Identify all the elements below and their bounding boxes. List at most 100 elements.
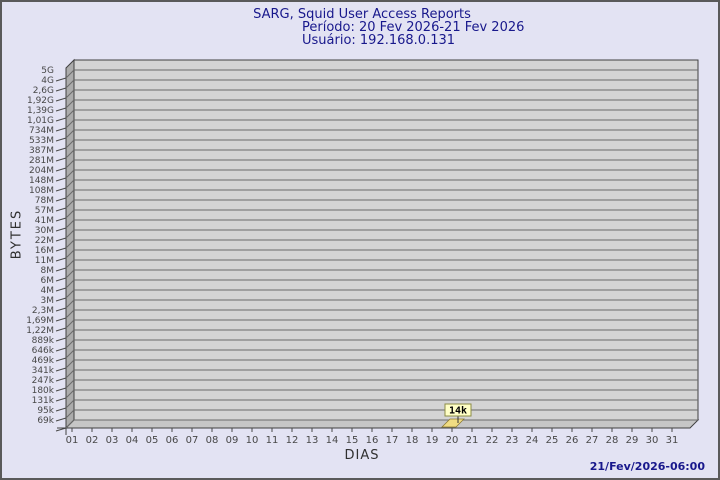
x-axis-title: DIAS — [344, 448, 380, 463]
y-axis-tick — [55, 77, 67, 82]
annotation-label: 14k — [449, 406, 467, 417]
y-axis-tick — [55, 217, 67, 222]
y-axis-tick — [55, 347, 67, 352]
y-axis-tick-label: 131k — [32, 396, 55, 406]
y-axis-tick — [55, 227, 67, 232]
x-axis-tick-label: 13 — [306, 435, 319, 446]
gridline-wall-segment — [65, 379, 75, 389]
y-axis-tick — [55, 197, 67, 202]
y-axis-tick — [55, 337, 67, 342]
y-axis-tick — [55, 317, 67, 322]
x-axis-tick-label: 10 — [246, 435, 259, 446]
y-axis-tick-label: 247k — [32, 376, 55, 386]
chart-subtitle-user: Usuário: 192.168.0.131 — [302, 33, 456, 48]
x-axis-tick-label: 20 — [446, 435, 459, 446]
x-axis-tick-label: 04 — [126, 435, 139, 446]
x-axis-tick-label: 27 — [586, 435, 599, 446]
gridline-wall-segment — [65, 349, 75, 359]
gridline-wall-segment — [65, 399, 75, 409]
gridline-wall-segment — [65, 419, 75, 429]
x-axis-tick-label: 08 — [206, 435, 219, 446]
x-axis-tick-label: 06 — [166, 435, 179, 446]
gridline-wall-segment — [65, 189, 75, 199]
y-axis-title: BYTES — [9, 208, 25, 260]
y-axis-tick — [55, 237, 67, 242]
x-axis-tick-label: 29 — [626, 435, 639, 446]
y-axis-tick — [55, 297, 67, 302]
x-axis-tick-label: 16 — [366, 435, 379, 446]
y-axis-tick-label: 78M — [35, 196, 54, 206]
gridline-wall-segment — [65, 89, 75, 99]
x-axis-tick-label: 01 — [66, 435, 79, 446]
y-axis-tick — [55, 387, 67, 392]
y-axis-tick — [55, 357, 67, 362]
gridline-wall-segment — [65, 169, 75, 179]
y-axis-tick — [55, 97, 67, 102]
chart-subtitle-period: Período: 20 Fev 2026-21 Fev 2026 — [302, 20, 525, 35]
gridline-wall-segment — [65, 239, 75, 249]
y-axis-tick — [55, 417, 67, 422]
y-axis-tick — [55, 177, 67, 182]
gridline-wall-segment — [65, 129, 75, 139]
y-axis-tick-label: 387M — [29, 146, 54, 156]
y-axis-tick-label: 30M — [35, 226, 54, 236]
gridline-wall-segment — [65, 329, 75, 339]
gridline-wall-segment — [65, 159, 75, 169]
y-axis-tick-label: 148M — [29, 176, 54, 186]
y-axis-tick-label: 8M — [41, 266, 55, 276]
y-axis-tick-label: 1,22M — [26, 326, 54, 336]
y-axis-tick-label: 180k — [32, 386, 55, 396]
gridline-wall-segment — [65, 69, 75, 79]
y-axis-tick — [55, 247, 67, 252]
y-axis-tick — [55, 207, 67, 212]
y-axis-tick — [55, 287, 67, 292]
y-axis-tick-label: 204M — [29, 166, 54, 176]
gridline-wall-segment — [65, 309, 75, 319]
y-axis-tick — [55, 397, 67, 402]
chart-title: SARG, Squid User Access Reports — [253, 7, 471, 22]
y-axis-tick-label: 646k — [32, 346, 55, 356]
gridline-wall-segment — [65, 409, 75, 419]
y-axis-tick — [55, 257, 67, 262]
y-axis-tick — [55, 147, 67, 152]
gridline-wall-segment — [65, 219, 75, 229]
y-axis-tick — [55, 377, 67, 382]
y-axis-tick-label: 41M — [35, 216, 54, 226]
y-axis-tick — [55, 167, 67, 172]
y-axis-tick-label: 1,69M — [26, 316, 54, 326]
x-axis-tick-label: 31 — [666, 435, 679, 446]
y-axis-tick-label: 2,3M — [32, 306, 54, 316]
y-axis-tick-label: 734M — [29, 126, 54, 136]
gridline-wall-segment — [65, 259, 75, 269]
annotation-box — [444, 403, 472, 417]
x-axis-tick-label: 09 — [226, 435, 239, 446]
gridline-wall-segment — [65, 199, 75, 209]
y-axis-tick-label: 4G — [41, 76, 54, 86]
x-axis-tick-label: 30 — [646, 435, 659, 446]
gridline-wall-segment — [65, 179, 75, 189]
y-axis-tick-label: 6M — [41, 276, 55, 286]
y-axis-tick-label: 533M — [29, 136, 54, 146]
y-axis-tick — [55, 117, 67, 122]
gridline-wall-segment — [65, 279, 75, 289]
gridline-wall-segment — [65, 149, 75, 159]
y-axis-tick-label: 1,92G — [27, 96, 54, 106]
y-axis-tick — [55, 407, 67, 412]
y-axis-tick — [55, 367, 67, 372]
y-axis-tick-label: 4M — [41, 286, 55, 296]
y-axis-tick-label: 1,39G — [27, 106, 54, 116]
x-axis-tick-label: 15 — [346, 435, 359, 446]
x-axis-tick-label: 05 — [146, 435, 159, 446]
y-axis-tick — [55, 127, 67, 132]
y-axis-tick-label: 95k — [37, 406, 54, 416]
y-axis-tick — [55, 137, 67, 142]
x-axis-tick-label: 24 — [526, 435, 539, 446]
y-axis-tick-label: 2,6G — [33, 86, 54, 96]
x-axis-tick-label: 03 — [106, 435, 119, 446]
gridline-wall-segment — [65, 319, 75, 329]
gridline-wall-segment — [65, 109, 75, 119]
gridline-wall-segment — [65, 369, 75, 379]
x-axis-tick-label: 22 — [486, 435, 499, 446]
y-axis-tick-label: 16M — [35, 246, 54, 256]
y-axis-tick — [55, 307, 67, 312]
